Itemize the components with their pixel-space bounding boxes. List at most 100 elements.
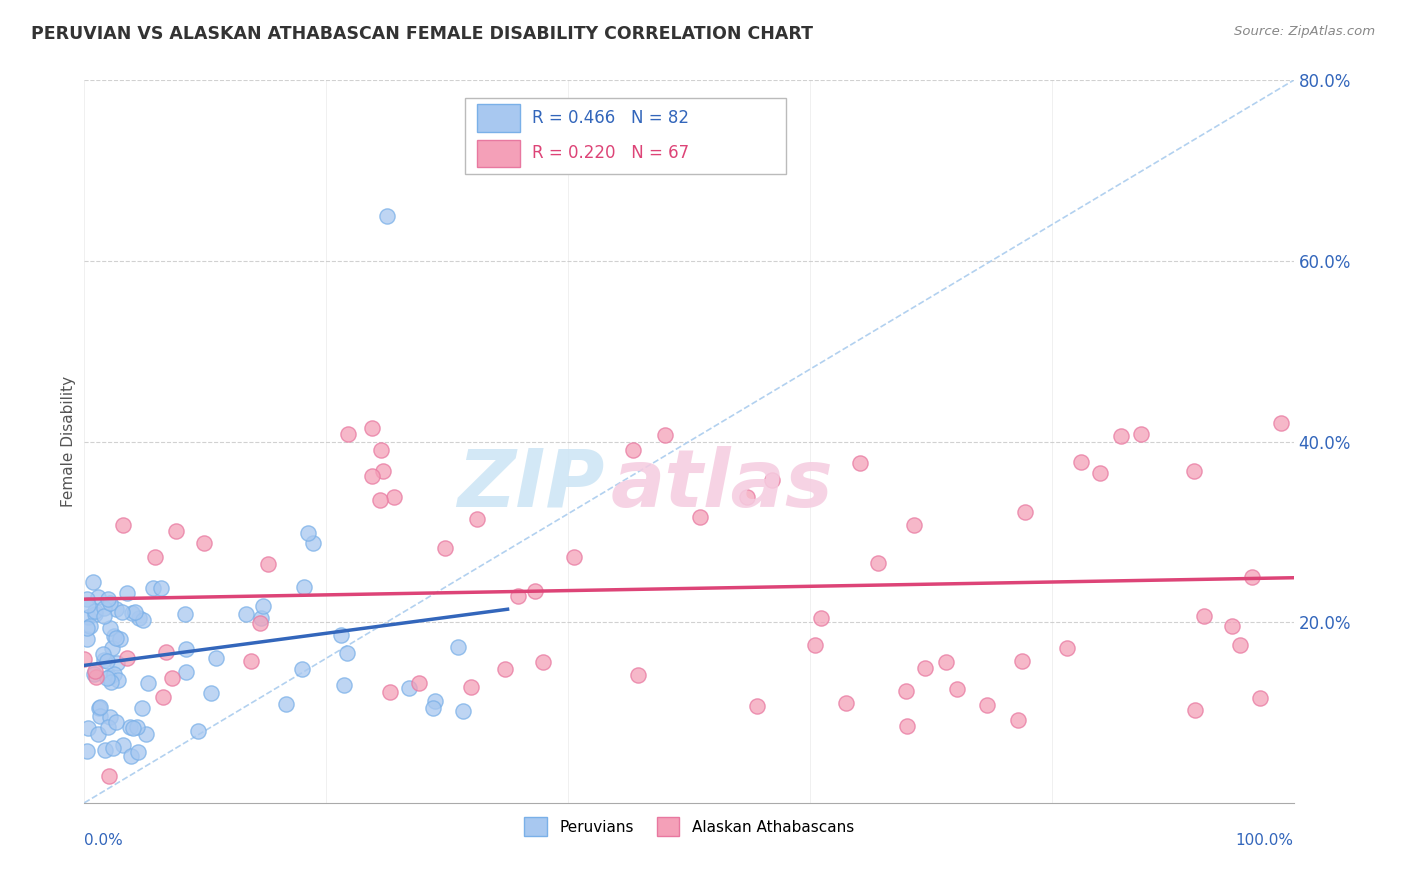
Peruvians: [252, 599, 274, 613]
Alaskan Athabascans: [506, 590, 529, 604]
Alaskan Athabascans: [165, 524, 187, 538]
Alaskan Athabascans: [896, 719, 918, 733]
Peruvians: [87, 727, 110, 741]
Peruvians: [124, 605, 146, 619]
Peruvians: [91, 647, 114, 661]
Alaskan Athabascans: [1184, 703, 1206, 717]
Alaskan Athabascans: [531, 655, 554, 669]
Peruvians: [291, 662, 314, 676]
Alaskan Athabascans: [380, 685, 402, 699]
Peruvians: [297, 526, 319, 541]
Alaskan Athabascans: [460, 680, 482, 694]
Peruvians: [101, 740, 124, 755]
Peruvians: [76, 632, 98, 646]
Peruvians: [135, 727, 157, 741]
Peruvians: [122, 721, 145, 735]
Peruvians: [93, 601, 115, 615]
Peruvians: [83, 667, 105, 681]
Alaskan Athabascans: [111, 518, 134, 533]
Text: R = 0.466   N = 82: R = 0.466 N = 82: [531, 109, 689, 127]
Peruvians: [301, 535, 323, 549]
Peruvians: [98, 621, 121, 635]
Alaskan Athabascans: [371, 464, 394, 478]
Peruvians: [83, 607, 105, 621]
Alaskan Athabascans: [1014, 505, 1036, 519]
Text: R = 0.220   N = 67: R = 0.220 N = 67: [531, 145, 689, 162]
Peruvians: [292, 580, 315, 594]
Peruvians: [276, 698, 298, 712]
Peruvians: [451, 704, 474, 718]
Peruvians: [115, 586, 138, 600]
Peruvians: [330, 628, 353, 642]
Alaskan Athabascans: [976, 698, 998, 713]
Peruvians: [120, 749, 142, 764]
Peruvians: [97, 720, 120, 734]
Peruvians: [128, 610, 150, 624]
Alaskan Athabascans: [761, 473, 783, 487]
Peruvians: [93, 609, 115, 624]
Alaskan Athabascans: [465, 512, 488, 526]
Alaskan Athabascans: [903, 518, 925, 533]
Peruvians: [111, 605, 134, 619]
Alaskan Athabascans: [434, 541, 457, 555]
Alaskan Athabascans: [849, 456, 872, 470]
Alaskan Athabascans: [935, 655, 957, 669]
Peruvians: [98, 710, 121, 724]
Peruvians: [127, 745, 149, 759]
Alaskan Athabascans: [408, 676, 430, 690]
Peruvians: [132, 613, 155, 627]
Alaskan Athabascans: [946, 681, 969, 696]
Peruvians: [76, 621, 98, 635]
Alaskan Athabascans: [336, 426, 359, 441]
Alaskan Athabascans: [1249, 690, 1271, 705]
Alaskan Athabascans: [155, 645, 177, 659]
Peruvians: [87, 700, 110, 714]
Peruvians: [138, 675, 160, 690]
Peruvians: [118, 720, 141, 734]
Text: 100.0%: 100.0%: [1236, 833, 1294, 848]
Alaskan Athabascans: [382, 490, 405, 504]
Peruvians: [173, 607, 195, 621]
Peruvians: [336, 646, 359, 660]
Alaskan Athabascans: [564, 550, 586, 565]
Peruvians: [104, 714, 127, 729]
Alaskan Athabascans: [1182, 464, 1205, 478]
Peruvians: [112, 738, 135, 752]
Alaskan Athabascans: [1270, 417, 1292, 431]
Peruvians: [150, 581, 173, 595]
Peruvians: [101, 640, 124, 655]
FancyBboxPatch shape: [478, 104, 520, 132]
Peruvians: [76, 744, 98, 758]
Peruvians: [103, 667, 125, 681]
Peruvians: [89, 709, 111, 723]
Alaskan Athabascans: [240, 654, 263, 668]
Alaskan Athabascans: [1241, 570, 1264, 584]
Alaskan Athabascans: [143, 550, 166, 565]
Peruvians: [174, 642, 197, 657]
FancyBboxPatch shape: [465, 98, 786, 174]
Peruvians: [84, 604, 107, 618]
Peruvians: [104, 602, 127, 616]
Alaskan Athabascans: [162, 671, 184, 685]
Alaskan Athabascans: [1129, 426, 1152, 441]
Peruvians: [93, 653, 115, 667]
Alaskan Athabascans: [747, 699, 769, 714]
Peruvians: [76, 721, 98, 735]
Alaskan Athabascans: [1007, 713, 1029, 727]
Peruvians: [205, 651, 228, 665]
Peruvians: [121, 606, 143, 620]
Alaskan Athabascans: [1220, 619, 1243, 633]
Peruvians: [76, 592, 98, 607]
Peruvians: [93, 743, 115, 757]
Peruvians: [107, 673, 129, 688]
Alaskan Athabascans: [257, 558, 280, 572]
Peruvians: [187, 724, 209, 739]
Alaskan Athabascans: [835, 697, 858, 711]
Legend: Peruvians, Alaskan Athabascans: Peruvians, Alaskan Athabascans: [517, 811, 860, 842]
Alaskan Athabascans: [868, 556, 890, 570]
Peruvians: [125, 720, 148, 734]
FancyBboxPatch shape: [478, 139, 520, 167]
Peruvians: [96, 671, 118, 685]
Alaskan Athabascans: [737, 490, 759, 504]
Alaskan Athabascans: [1088, 466, 1111, 480]
